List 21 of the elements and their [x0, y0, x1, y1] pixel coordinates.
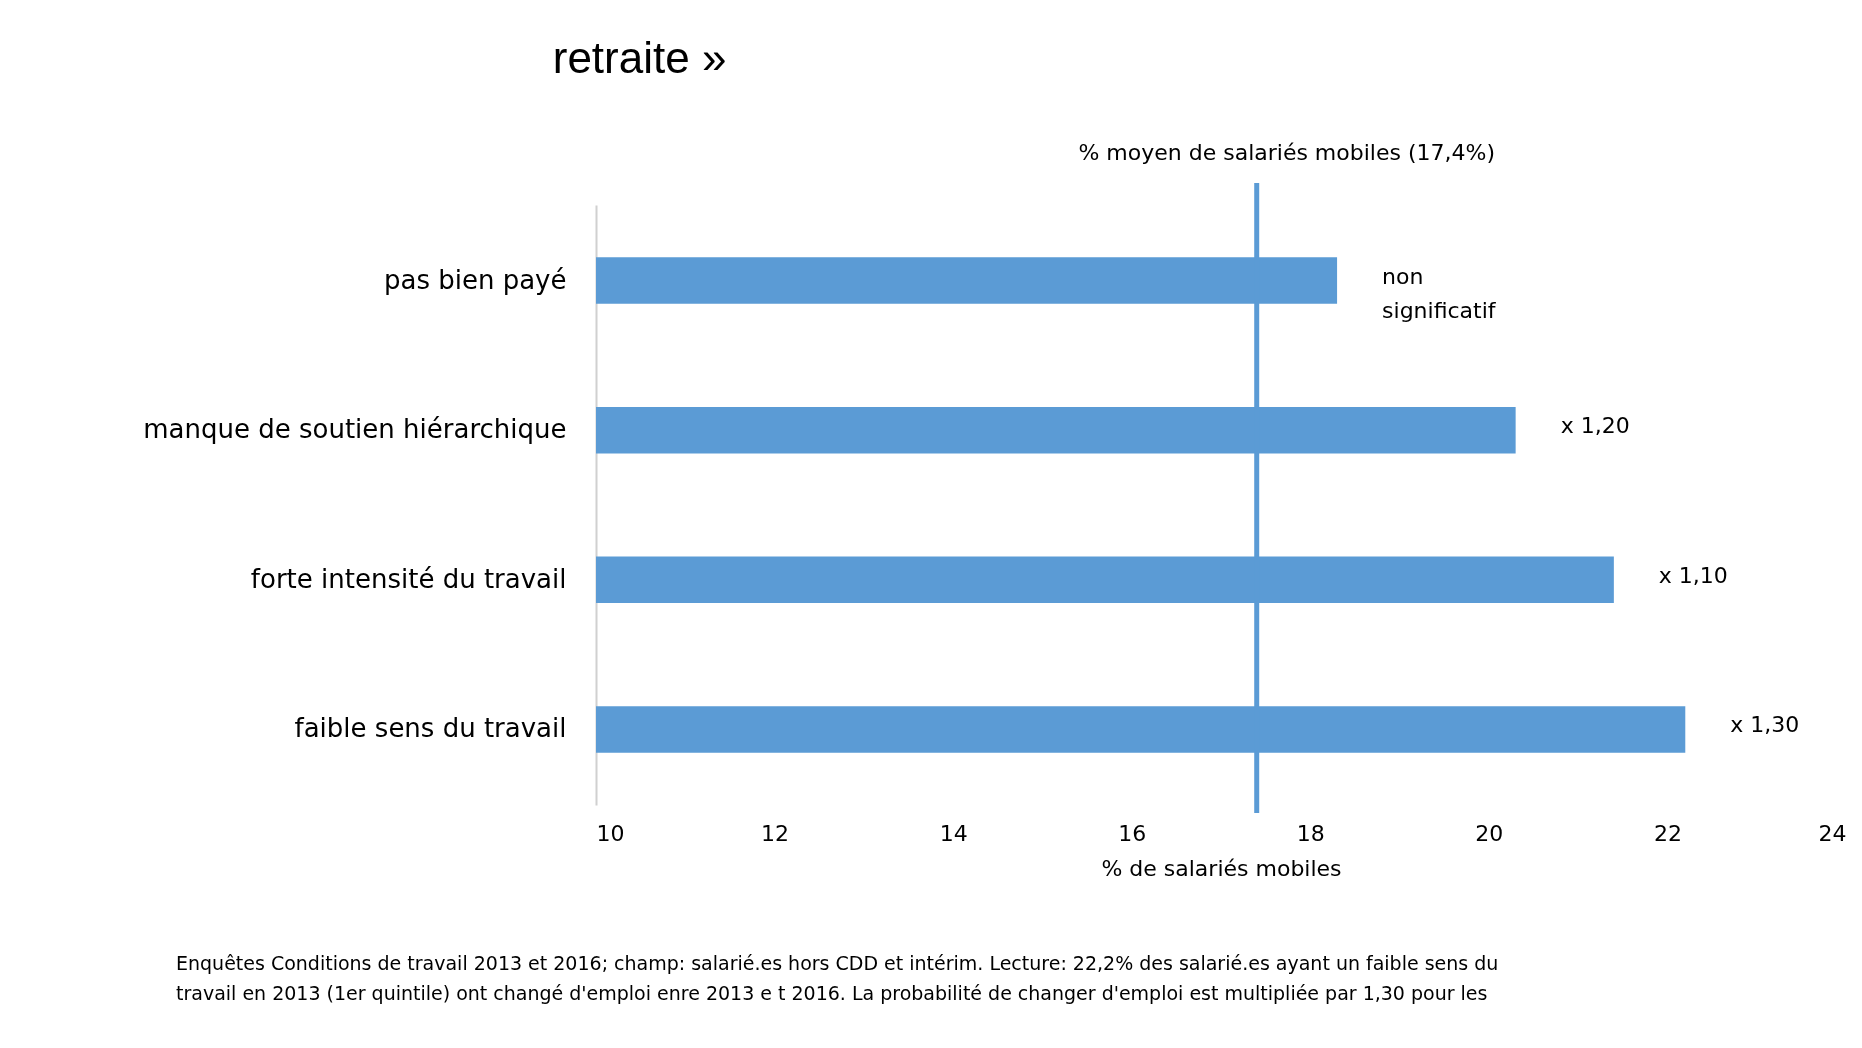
data-label: x 1,10: [1658, 562, 1728, 588]
ref-line-label: % moyen de salariés mobiles (17,4%): [1078, 140, 1496, 165]
chart-title: retraite »: [552, 33, 727, 82]
x-tick-label: 12: [761, 820, 790, 846]
y-tick-label: forte intensité du travail: [250, 563, 567, 594]
data-label: x 1,20: [1560, 413, 1630, 439]
data-label: x 1,30: [1730, 712, 1800, 738]
x-tick-label: 18: [1296, 820, 1325, 846]
y-tick-label: pas bien payé: [383, 264, 567, 295]
data-label: non significatif: [1382, 263, 1497, 323]
x-tick-label: 16: [1118, 820, 1147, 846]
y-tick-label: faible sens du travail: [294, 713, 567, 744]
x-axis-title: % de salariés mobiles: [1101, 855, 1342, 881]
text: Enquêtes Conditions de travail 2013 et 2016; champ: salarié.es hors CDD et intérim. Lecture: 22,2% des salarié.es ayant un faible sens du: [176, 952, 1499, 974]
x-tick-label: 14: [939, 820, 968, 846]
x-tick-label: 20: [1475, 820, 1504, 846]
text: travail en 2013 (1er quintile) ont changé d'emploi enre 2013 e t 2016. La probabilité de changer d'emploi est multipliée par 1,30 pour les: [176, 982, 1488, 1004]
y-tick-label: manque de soutien hiérarchique: [143, 414, 567, 445]
x-tick-label: 24: [1818, 820, 1847, 846]
x-tick-label: 22: [1653, 820, 1682, 846]
x-tick-label: 10: [596, 820, 625, 846]
